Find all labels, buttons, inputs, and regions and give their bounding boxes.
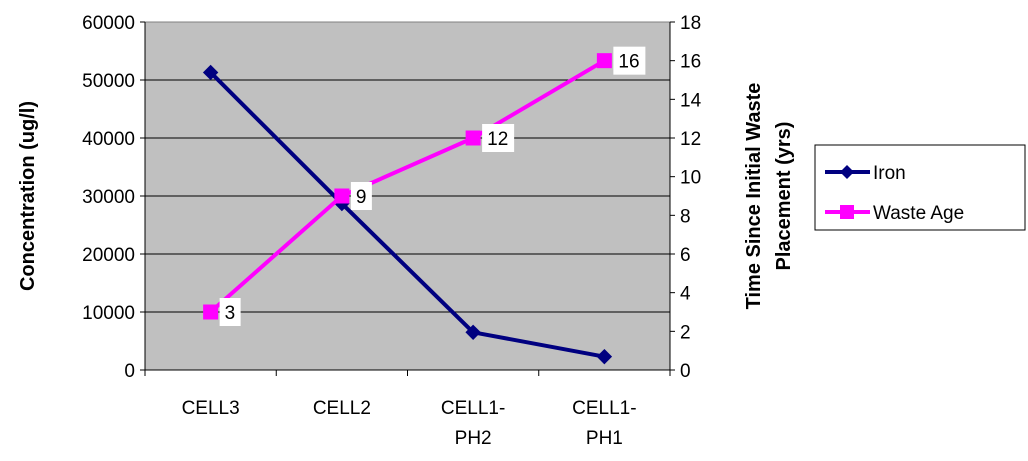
right-tick-label: 12 xyxy=(680,129,701,150)
series-waste-age: 3 9 12 16 xyxy=(203,46,646,326)
legend-label: Iron xyxy=(873,163,906,184)
data-label: 12 xyxy=(487,129,508,150)
series-line xyxy=(209,58,606,314)
data-label: 3 xyxy=(225,303,236,324)
right-tick-label: 6 xyxy=(680,245,691,266)
legend-item: Iron xyxy=(825,163,906,184)
x-tick-label: PH2 xyxy=(455,428,492,449)
left-tick-label: 30000 xyxy=(82,187,135,208)
data-label-background xyxy=(482,124,515,152)
legend-label: Waste Age xyxy=(873,203,964,224)
data-label-background xyxy=(613,46,646,75)
legend: Iron Waste Age xyxy=(814,144,1026,231)
series-line xyxy=(209,71,605,359)
right-axis-title: Time Since Initial Waste xyxy=(743,83,765,310)
data-point xyxy=(596,53,612,69)
legend-marker xyxy=(840,205,854,219)
series-iron xyxy=(202,64,613,365)
data-point xyxy=(202,64,219,81)
data-point xyxy=(465,130,481,146)
data-label: 9 xyxy=(356,187,367,208)
data-point xyxy=(596,348,613,365)
x-tick-label: CELL2 xyxy=(313,398,371,419)
right-tick-label: 4 xyxy=(680,284,691,305)
right-tick-label: 8 xyxy=(680,206,691,227)
series-layer: 3 9 12 16 xyxy=(202,46,646,365)
x-tick-label: CELL1- xyxy=(441,398,505,419)
x-tick-label: CELL1- xyxy=(572,398,636,419)
left-axis-title: Concentration (ug/l) xyxy=(17,101,39,291)
data-point xyxy=(334,188,350,204)
data-label-background xyxy=(219,298,241,326)
right-axis-title: Placement (yrs) xyxy=(773,122,795,271)
left-tick-label: 40000 xyxy=(82,129,135,150)
right-tick-label: 10 xyxy=(680,168,701,189)
right-tick-label: 14 xyxy=(680,90,702,111)
data-label: 16 xyxy=(618,52,639,73)
left-tick-label: 10000 xyxy=(82,303,135,324)
left-tick-label: 50000 xyxy=(82,71,135,92)
right-tick-label: 2 xyxy=(680,322,691,343)
x-tick-label: CELL3 xyxy=(182,398,240,419)
right-tick-label: 18 xyxy=(680,13,701,34)
x-tick-label: PH1 xyxy=(586,428,623,449)
data-point xyxy=(465,324,481,341)
right-tick-label: 0 xyxy=(680,361,691,382)
right-tick-label: 16 xyxy=(680,52,701,73)
axes: 0 10000 20000 30000 40000 50000 60000 0 2 4 6 8 10 12… xyxy=(17,13,795,449)
legend-marker xyxy=(840,165,854,179)
data-label-background xyxy=(350,182,372,210)
data-point xyxy=(203,304,219,320)
left-tick-label: 60000 xyxy=(82,13,135,34)
left-tick-label: 20000 xyxy=(82,245,135,266)
legend-item: Waste Age xyxy=(825,203,964,224)
left-tick-label: 0 xyxy=(124,361,135,382)
